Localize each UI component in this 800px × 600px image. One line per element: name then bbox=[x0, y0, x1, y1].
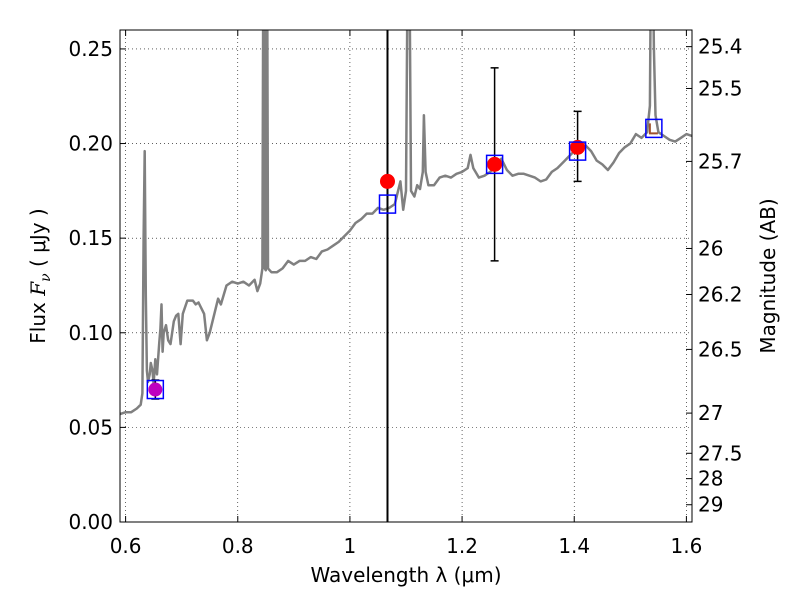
y-tick-label: 0.10 bbox=[68, 321, 113, 345]
y-axis-label-suffix: ( μJy ) bbox=[26, 208, 50, 273]
y2-tick-label: 26 bbox=[698, 236, 723, 260]
y-axis-label: Flux Fν ( μJy ) bbox=[26, 208, 54, 343]
model-square-marker bbox=[378, 194, 397, 214]
axis-ticks: 0.6 0.8 1 1.2 1.4 1.6 0.00 0.05 0.10 0.15 0.20 0.25… bbox=[68, 30, 743, 558]
y2-tick-label: 26.2 bbox=[698, 282, 743, 306]
y-tick-label: 0.15 bbox=[68, 226, 113, 250]
upper-limit-marker bbox=[648, 123, 658, 135]
model-square-marker bbox=[645, 118, 663, 139]
x-tick-label: 0.6 bbox=[110, 534, 142, 558]
x-tick-label: 1.4 bbox=[558, 534, 590, 558]
y-axis-label-var: F bbox=[26, 281, 50, 297]
y-axis-label-prefix: Flux bbox=[26, 296, 50, 344]
y2-tick-label: 25.7 bbox=[698, 149, 743, 173]
y2-tick-label: 25.5 bbox=[698, 76, 743, 100]
y2-tick-label: 29 bbox=[698, 493, 723, 517]
y2-tick-label: 28 bbox=[698, 467, 723, 491]
plot-frame bbox=[119, 29, 693, 523]
observed-data-point bbox=[379, 173, 395, 189]
x-axis-label: Wavelength λ (μm) bbox=[310, 563, 501, 587]
y-tick-label: 0.05 bbox=[68, 415, 113, 439]
y-tick-label: 0.00 bbox=[68, 510, 113, 534]
y2-tick-label: 25.4 bbox=[698, 35, 743, 59]
model-square-marker bbox=[485, 154, 504, 175]
y2-tick-label: 27.5 bbox=[698, 441, 743, 465]
y-axis-label-sub: ν bbox=[38, 273, 54, 282]
model-square-marker bbox=[568, 141, 587, 161]
model-square-marker bbox=[146, 379, 165, 400]
y-tick-label: 0.20 bbox=[68, 132, 113, 156]
observed-data-point bbox=[487, 156, 503, 172]
y-tick-label: 0.25 bbox=[68, 37, 113, 61]
x-tick-label: 1 bbox=[344, 534, 357, 558]
y2-tick-label: 27 bbox=[698, 401, 723, 425]
x-tick-label: 0.8 bbox=[222, 534, 254, 558]
data-layer bbox=[120, 30, 692, 522]
x-tick-label: 1.6 bbox=[670, 534, 702, 558]
x-tick-label: 1.2 bbox=[446, 534, 478, 558]
magenta-data-point bbox=[148, 382, 163, 397]
y2-tick-label: 26.5 bbox=[698, 337, 743, 361]
y2-axis-label: Magnitude (AB) bbox=[756, 198, 780, 353]
observed-data-point bbox=[570, 139, 586, 155]
